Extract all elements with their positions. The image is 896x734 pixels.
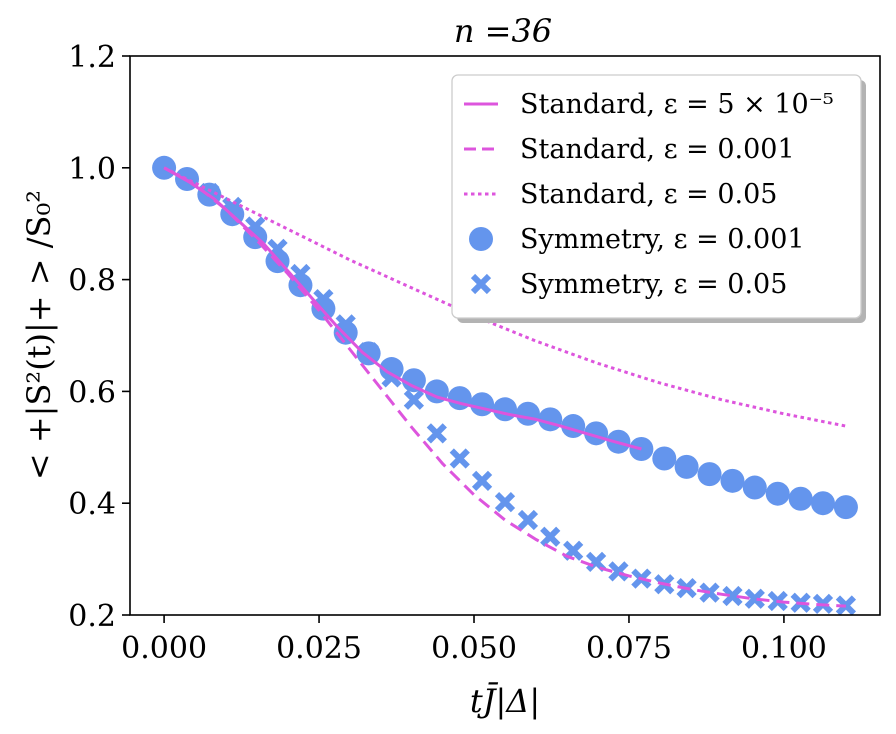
data-point <box>697 462 722 487</box>
data-point <box>608 561 629 582</box>
data-point <box>540 526 561 547</box>
y-tick-label: 0.2 <box>68 599 116 634</box>
y-tick-label: 0.4 <box>68 487 116 522</box>
legend-marker-swatch <box>470 273 492 295</box>
legend-label: Standard, ε = 0.001 <box>520 134 795 165</box>
series-1 <box>163 166 846 608</box>
data-point <box>652 446 677 471</box>
legend-entry: Standard, ε = 0.05 <box>464 179 777 210</box>
data-point <box>449 448 470 469</box>
series-2 <box>163 166 847 428</box>
data-point <box>494 491 516 513</box>
x-tick-label: 0.100 <box>741 631 827 666</box>
axis-ticks: 0.000 0.025 0.050 0.075 0.100 0.2 0.4 0.6 0.8 1.0… <box>68 40 827 666</box>
y-axis-label: < +|S²(t)|+ > /S₀² <box>20 190 58 480</box>
legend-entry: Standard, ε = 0.001 <box>464 134 795 165</box>
legend-marker-swatch <box>469 227 493 251</box>
data-point <box>674 454 699 479</box>
series-line <box>163 166 642 451</box>
series-0 <box>163 166 642 451</box>
legend-label: Standard, ε = 0.05 <box>520 179 777 210</box>
legend-entry: Symmetry, ε = 0.001 <box>469 224 805 255</box>
x-tick-label: 0.050 <box>431 631 517 666</box>
y-tick-label: 1.0 <box>68 152 116 187</box>
data-point <box>810 491 835 516</box>
data-point <box>493 397 517 422</box>
data-point <box>538 407 563 432</box>
data-point <box>833 495 858 520</box>
data-point <box>517 509 539 531</box>
data-point <box>403 389 425 410</box>
data-point <box>152 155 177 180</box>
chart-title: n =36 <box>454 12 552 50</box>
plot-frame <box>129 55 881 616</box>
data-point <box>471 470 493 491</box>
data-point <box>722 585 743 607</box>
legend: Standard, ε = 5 × 10⁻⁵ Standard, ε = 0.00… <box>451 74 866 323</box>
data-point <box>401 368 426 393</box>
legend-label: Symmetry, ε = 0.001 <box>520 224 805 255</box>
data-point <box>765 481 790 506</box>
series-line <box>163 166 847 428</box>
data-point <box>426 423 447 444</box>
legend-entry: Symmetry, ε = 0.05 <box>470 269 787 300</box>
data-point <box>788 486 813 511</box>
data-point <box>742 475 767 500</box>
x-tick-label: 0.000 <box>121 631 207 666</box>
legend-box <box>451 74 862 319</box>
series-4 <box>199 182 857 616</box>
data-point <box>515 401 540 426</box>
data-point <box>720 468 745 493</box>
data-point <box>744 588 765 609</box>
x-tick-label: 0.075 <box>586 631 672 666</box>
data-point <box>358 342 379 363</box>
series-line <box>163 166 846 608</box>
legend-entry: Standard, ε = 5 × 10⁻⁵ <box>464 89 834 120</box>
x-axis-label: tJ̄|Δ| <box>470 682 540 720</box>
data-point <box>470 392 495 417</box>
legend-label: Symmetry, ε = 0.05 <box>520 269 787 300</box>
x-tick-label: 0.025 <box>276 631 362 666</box>
y-tick-label: 0.6 <box>68 375 116 410</box>
legend-label: Standard, ε = 5 × 10⁻⁵ <box>520 89 834 120</box>
y-tick-label: 1.2 <box>68 40 116 75</box>
plot-marks <box>152 155 858 616</box>
legend-entries: Standard, ε = 5 × 10⁻⁵ Standard, ε = 0.00… <box>464 89 834 300</box>
y-tick-label: 0.8 <box>68 264 116 299</box>
